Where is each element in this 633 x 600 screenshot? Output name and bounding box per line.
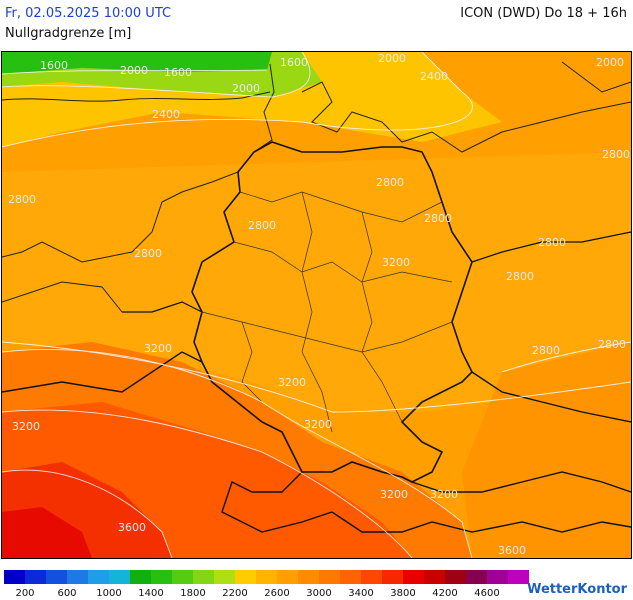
parameter-title: Nullgradgrenze [m] [5, 26, 132, 41]
border-austria-czech [411, 471, 631, 493]
iso-label: 2800 [376, 176, 404, 189]
border-czech-poland [471, 371, 631, 423]
isolines [2, 52, 631, 558]
legend-swatch [382, 570, 403, 584]
field-band-3800 [2, 507, 92, 558]
legend-swatch [361, 570, 382, 584]
legend-swatch [130, 570, 151, 584]
field-band-2800 [2, 152, 631, 412]
state-borders [201, 191, 453, 433]
legend-tick-label: 2200 [222, 588, 248, 599]
legend-swatch [487, 570, 508, 584]
legend-swatch [235, 570, 256, 584]
legend-tick-label: 1000 [96, 588, 122, 599]
map-canvas: 1600 2000 1600 1600 2000 2000 2400 2000 … [2, 52, 631, 558]
legend-swatch [193, 570, 214, 584]
legend-tick-label: 1800 [180, 588, 206, 599]
model-run-info: ICON (DWD) Do 18 + 16h [460, 6, 627, 21]
iso-label: 2400 [420, 70, 448, 83]
legend-swatch [25, 570, 46, 584]
iso-label: 3200 [380, 488, 408, 501]
iso-label: 2000 [232, 82, 260, 95]
legend-swatch [508, 570, 529, 584]
color-legend [4, 570, 529, 584]
iso-label: 3200 [144, 342, 172, 355]
legend-swatch [298, 570, 319, 584]
legend-swatch [88, 570, 109, 584]
legend-tick-label: 2600 [264, 588, 290, 599]
legend-swatch [151, 570, 172, 584]
iso-label: 2000 [120, 64, 148, 77]
legend-tick-label: 3800 [390, 588, 416, 599]
iso-label: 2800 [538, 236, 566, 249]
iso-label: 3200 [304, 418, 332, 431]
legend-tick-label: 4200 [432, 588, 458, 599]
iso-label: 1600 [40, 59, 68, 72]
legend-swatch [340, 570, 361, 584]
legend-swatch [67, 570, 88, 584]
iso-label: 2800 [8, 193, 36, 206]
legend-swatch [46, 570, 67, 584]
freezing-level-map[interactable]: 1600 2000 1600 1600 2000 2000 2400 2000 … [1, 51, 632, 559]
border-germany [191, 141, 473, 483]
iso-label: 2800 [602, 148, 630, 161]
iso-label: 3600 [498, 544, 526, 557]
iso-label: 2800 [248, 219, 276, 232]
coastline-west [2, 63, 275, 263]
legend-tick-label: 3000 [306, 588, 332, 599]
iso-label: 3600 [118, 521, 146, 534]
iso-label: 2400 [152, 108, 180, 121]
border-alps [221, 471, 631, 533]
legend-tick-label: 1400 [138, 588, 164, 599]
legend-swatch [214, 570, 235, 584]
iso-label: 1600 [164, 66, 192, 79]
coastline-baltic [301, 81, 631, 153]
border-poland-north [471, 231, 631, 263]
legend-swatch [319, 570, 340, 584]
legend-swatch [403, 570, 424, 584]
legend-tick-label: 600 [57, 588, 77, 599]
field-band-1600 [2, 52, 272, 74]
legend-swatch [4, 570, 25, 584]
iso-label: 2800 [134, 247, 162, 260]
border-benelux [122, 301, 203, 313]
legend-tick-label: 3400 [348, 588, 374, 599]
legend-tick-label: 200 [15, 588, 35, 599]
border-france-belgium [2, 351, 203, 393]
iso-label: 2000 [378, 52, 406, 65]
iso-label: 2800 [532, 344, 560, 357]
iso-label: 3200 [278, 376, 306, 389]
legend-swatch [109, 570, 130, 584]
wetterkontor-logo: WetterKontor [527, 582, 627, 597]
iso-label: 2800 [506, 270, 534, 283]
coastline-north-sea [2, 91, 271, 102]
coastline-sweden [561, 61, 631, 93]
coastline-channel [2, 281, 123, 313]
iso-label: 2800 [424, 212, 452, 225]
legend-swatch [172, 570, 193, 584]
iso-label: 2800 [598, 338, 626, 351]
field-band-3000-east [462, 342, 631, 558]
legend-swatch [424, 570, 445, 584]
legend-swatch [445, 570, 466, 584]
iso-label: 2000 [596, 56, 624, 69]
legend-tick-label: 4600 [474, 588, 500, 599]
iso-label: 1600 [280, 56, 308, 69]
legend-swatch [256, 570, 277, 584]
legend-swatch [466, 570, 487, 584]
iso-label: 3200 [12, 420, 40, 433]
legend-swatch [277, 570, 298, 584]
iso-label: 3200 [430, 488, 458, 501]
forecast-valid-time: Fr, 02.05.2025 10:00 UTC [5, 6, 172, 21]
iso-label: 3200 [382, 256, 410, 269]
